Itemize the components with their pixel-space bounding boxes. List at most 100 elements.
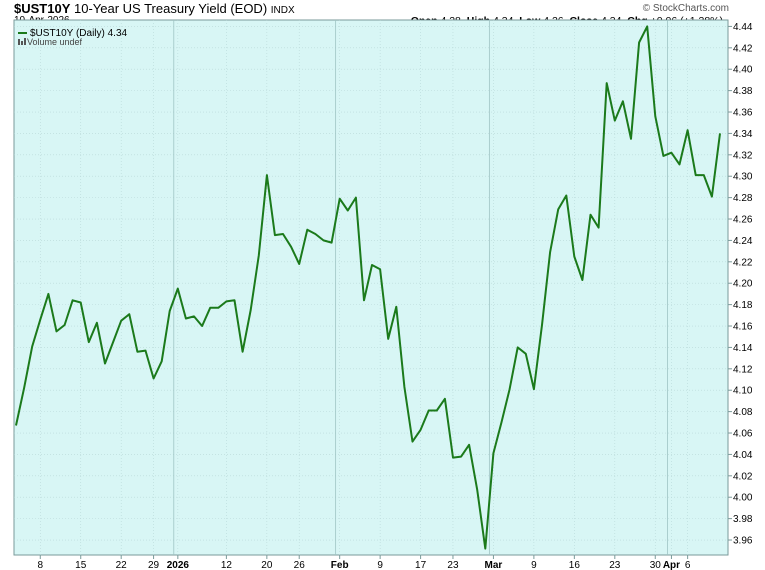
y-tick-label-10: 4.16 — [733, 322, 753, 333]
volume-bar-icon — [18, 39, 20, 45]
data-point-9 — [88, 341, 90, 343]
data-point-23 — [201, 325, 203, 327]
volume-bar-icon-2 — [21, 41, 23, 45]
y-tick-label-7: 4.10 — [733, 386, 753, 397]
data-point-36 — [306, 229, 308, 231]
y-tick-label-1: 3.98 — [733, 514, 753, 525]
data-point-57 — [476, 489, 478, 491]
data-point-84 — [695, 174, 697, 176]
data-point-87 — [719, 132, 721, 134]
data-point-53 — [444, 398, 446, 400]
data-point-41 — [347, 209, 349, 211]
x-tick-label-10: 17 — [415, 560, 427, 570]
volume-bar-icon-3 — [24, 38, 26, 45]
data-point-60 — [500, 421, 502, 423]
x-tick-label-4: 2026 — [167, 560, 190, 570]
data-point-63 — [525, 353, 527, 355]
x-tick-label-6: 20 — [261, 560, 273, 570]
x-tick-label-0: 8 — [37, 560, 43, 570]
data-point-42 — [355, 196, 357, 198]
grid — [14, 20, 728, 555]
y-tick-label-18: 4.32 — [733, 150, 753, 161]
data-point-52 — [436, 409, 438, 411]
y-tick-label-11: 4.18 — [733, 300, 753, 311]
data-point-26 — [225, 300, 227, 302]
data-point-34 — [290, 246, 292, 248]
data-point-5 — [55, 330, 57, 332]
data-point-70 — [581, 279, 583, 281]
data-point-45 — [379, 268, 381, 270]
data-point-82 — [678, 163, 680, 165]
data-point-12 — [112, 341, 114, 343]
data-point-50 — [419, 429, 421, 431]
data-point-66 — [549, 251, 551, 253]
data-point-19 — [169, 310, 171, 312]
brand-credit: © StockCharts.com — [642, 3, 729, 14]
data-point-37 — [314, 233, 316, 235]
data-point-72 — [597, 226, 599, 228]
data-point-16 — [144, 349, 146, 351]
x-axis: 8 15 22 29 2026 12 20 26 Feb 9 17 23 Mar 9 16 23 30 Apr 6 — [37, 555, 691, 570]
x-tick-label-14: 16 — [569, 560, 581, 570]
data-point-62 — [517, 346, 519, 348]
y-tick-label-4: 4.04 — [733, 450, 753, 461]
data-point-17 — [152, 377, 154, 379]
y-tick-label-23: 4.42 — [733, 43, 753, 54]
x-tick-label-17: Apr — [663, 560, 680, 570]
data-point-40 — [338, 197, 340, 199]
data-point-8 — [80, 301, 82, 303]
data-point-6 — [63, 324, 65, 326]
data-point-4 — [47, 293, 49, 295]
y-tick-label-12: 4.20 — [733, 279, 753, 290]
data-point-15 — [136, 351, 138, 353]
exchange: INDX — [270, 5, 295, 16]
data-point-31 — [266, 174, 268, 176]
data-point-11 — [104, 362, 106, 364]
y-axis: 3.96 3.98 4.00 4.02 4.04 4.06 4.08 4.10 4.12 4.14… — [728, 22, 753, 547]
data-point-30 — [258, 254, 260, 256]
data-point-35 — [298, 263, 300, 265]
y-tick-label-3: 4.02 — [733, 471, 753, 482]
series-line — [15, 25, 721, 550]
data-point-61 — [508, 388, 510, 390]
data-point-67 — [557, 208, 559, 210]
data-point-38 — [322, 239, 324, 241]
data-point-27 — [233, 299, 235, 301]
data-point-28 — [241, 351, 243, 353]
legend-volume: Volume undef — [27, 37, 83, 47]
data-point-44 — [371, 264, 373, 266]
y-tick-label-15: 4.26 — [733, 215, 753, 226]
data-point-46 — [387, 338, 389, 340]
plot-area — [13, 19, 729, 556]
y-tick-label-2: 4.00 — [733, 493, 753, 504]
data-point-75 — [622, 100, 624, 102]
data-point-32 — [274, 234, 276, 236]
data-point-7 — [71, 299, 73, 301]
x-tick-label-7: 26 — [294, 560, 306, 570]
data-point-48 — [403, 386, 405, 388]
data-point-43 — [363, 299, 365, 301]
data-point-39 — [330, 241, 332, 243]
data-point-59 — [492, 452, 494, 454]
x-tick-label-5: 12 — [221, 560, 233, 570]
data-point-65 — [541, 324, 543, 326]
data-point-25 — [217, 307, 219, 309]
data-point-47 — [395, 306, 397, 308]
data-point-33 — [282, 233, 284, 235]
data-point-71 — [589, 214, 591, 216]
symbol: $UST10Y — [14, 1, 71, 16]
data-point-13 — [120, 319, 122, 321]
x-tick-label-11: 23 — [447, 560, 459, 570]
data-point-80 — [662, 155, 664, 157]
y-tick-label-6: 4.08 — [733, 407, 753, 418]
data-point-21 — [185, 317, 187, 319]
data-point-64 — [533, 388, 535, 390]
data-point-54 — [452, 456, 454, 458]
data-point-1 — [23, 387, 25, 389]
data-point-2 — [31, 345, 33, 347]
data-point-86 — [711, 195, 713, 197]
data-point-58 — [484, 547, 486, 549]
data-point-55 — [460, 455, 462, 457]
x-tick-label-13: 9 — [531, 560, 537, 570]
